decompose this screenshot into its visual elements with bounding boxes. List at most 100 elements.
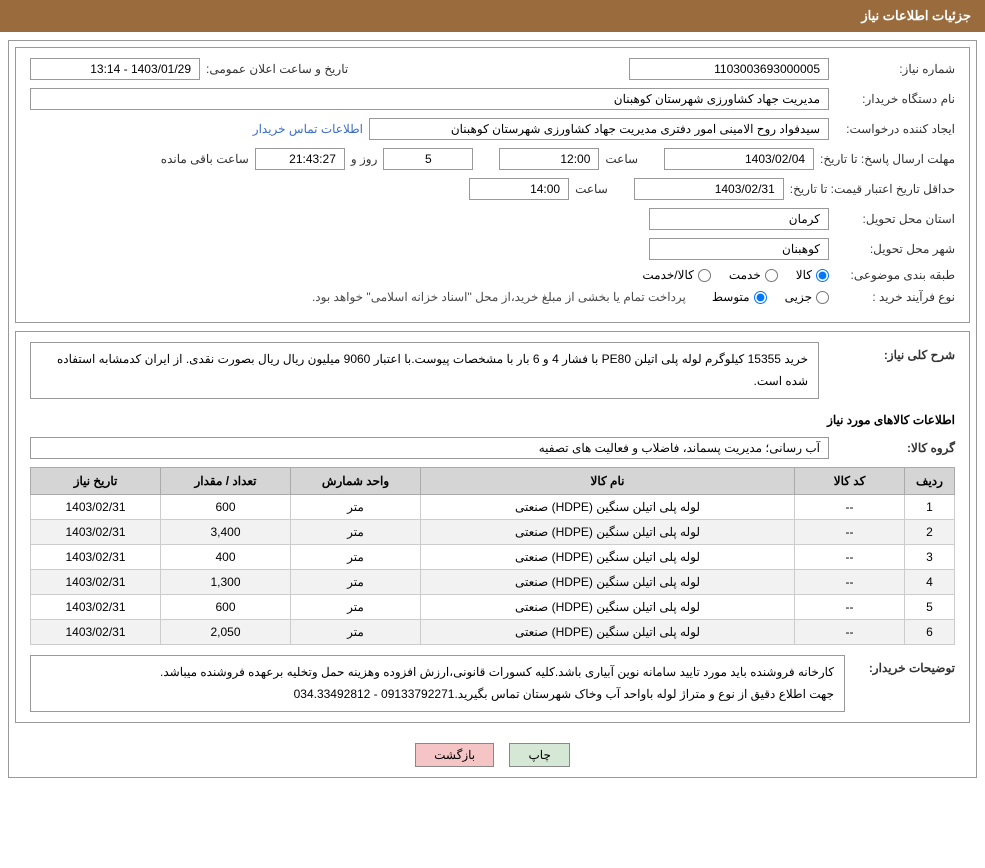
cell-name: لوله پلی اتیلن سنگین (HDPE) صنعتی: [421, 570, 795, 595]
button-row: چاپ بازگشت: [15, 731, 970, 771]
cell-name: لوله پلی اتیلن سنگین (HDPE) صنعتی: [421, 495, 795, 520]
cell-unit: متر: [291, 520, 421, 545]
cell-code: --: [795, 620, 905, 645]
row-buyer-org: نام دستگاه خریدار: مدیریت جهاد کشاورزی ش…: [30, 88, 955, 110]
cell-date: 1403/02/31: [31, 545, 161, 570]
comments-value: کارخانه فروشنده باید مورد تایید سامانه ن…: [30, 655, 845, 712]
cell-name: لوله پلی اتیلن سنگین (HDPE) صنعتی: [421, 620, 795, 645]
cell-qty: 400: [161, 545, 291, 570]
radio-both-input[interactable]: [698, 269, 711, 282]
cell-qty: 3,400: [161, 520, 291, 545]
buyer-org-label: نام دستگاه خریدار:: [835, 92, 955, 106]
need-no-label: شماره نیاز:: [835, 62, 955, 76]
category-radios: کالا خدمت کالا/خدمت: [642, 268, 829, 282]
header-title: جزئیات اطلاعات نیاز: [861, 8, 971, 23]
group-value: آب رسانی؛ مدیریت پسماند، فاضلاب و فعالیت…: [30, 437, 829, 459]
cell-n: 5: [905, 595, 955, 620]
validity-time-label: ساعت: [575, 182, 608, 196]
row-city: شهر محل تحویل: کوهبنان: [30, 238, 955, 260]
cell-date: 1403/02/31: [31, 595, 161, 620]
announce-label: تاریخ و ساعت اعلان عمومی:: [206, 62, 348, 76]
cell-code: --: [795, 520, 905, 545]
validity-label: حداقل تاریخ اعتبار قیمت: تا تاریخ:: [790, 182, 955, 196]
need-no-value: 1103003693000005: [629, 58, 829, 80]
requester-label: ایجاد کننده درخواست:: [835, 122, 955, 136]
cell-code: --: [795, 595, 905, 620]
need-panel: شرح کلی نیاز: خرید 15355 کیلوگرم لوله پل…: [15, 331, 970, 723]
validity-time: 14:00: [469, 178, 569, 200]
radio-partial[interactable]: جزیی: [785, 290, 829, 304]
row-province: استان محل تحویل: کرمان: [30, 208, 955, 230]
purchase-radios: جزیی متوسط: [712, 290, 829, 304]
table-row: 1--لوله پلی اتیلن سنگین (HDPE) صنعتیمتر6…: [31, 495, 955, 520]
cell-date: 1403/02/31: [31, 520, 161, 545]
cell-unit: متر: [291, 495, 421, 520]
row-desc: شرح کلی نیاز: خرید 15355 کیلوگرم لوله پل…: [30, 342, 955, 399]
row-category: طبقه بندی موضوعی: کالا خدمت کالا/خدمت: [30, 268, 955, 282]
contact-link[interactable]: اطلاعات تماس خریدار: [253, 122, 363, 136]
items-table: ردیف کد کالا نام کالا واحد شمارش تعداد /…: [30, 467, 955, 645]
cell-qty: 2,050: [161, 620, 291, 645]
desc-label: شرح کلی نیاز:: [835, 342, 955, 362]
radio-medium-label: متوسط: [712, 290, 750, 304]
cell-n: 1: [905, 495, 955, 520]
radio-both[interactable]: کالا/خدمت: [642, 268, 710, 282]
requester-value: سیدفواد روح الامینی امور دفتری مدیریت جه…: [369, 118, 829, 140]
cell-qty: 600: [161, 495, 291, 520]
deadline-time-label: ساعت: [605, 152, 638, 166]
outer-container: شماره نیاز: 1103003693000005 تاریخ و ساع…: [8, 40, 977, 778]
province-label: استان محل تحویل:: [835, 212, 955, 226]
cell-n: 6: [905, 620, 955, 645]
radio-goods-label: کالا: [796, 268, 812, 282]
radio-medium-input[interactable]: [754, 291, 767, 304]
comments-label: توضیحات خریدار:: [855, 655, 955, 675]
deadline-date: 1403/02/04: [664, 148, 814, 170]
table-row: 3--لوله پلی اتیلن سنگین (HDPE) صنعتیمتر4…: [31, 545, 955, 570]
radio-both-label: کالا/خدمت: [642, 268, 693, 282]
th-date: تاریخ نیاز: [31, 468, 161, 495]
cell-name: لوله پلی اتیلن سنگین (HDPE) صنعتی: [421, 520, 795, 545]
purchase-note: پرداخت تمام یا بخشی از مبلغ خرید،از محل …: [312, 290, 686, 304]
cell-qty: 600: [161, 595, 291, 620]
radio-goods[interactable]: کالا: [796, 268, 829, 282]
th-name: نام کالا: [421, 468, 795, 495]
table-row: 5--لوله پلی اتیلن سنگین (HDPE) صنعتیمتر6…: [31, 595, 955, 620]
row-purchase-type: نوع فرآیند خرید : جزیی متوسط پرداخت تمام…: [30, 290, 955, 304]
th-row: ردیف: [905, 468, 955, 495]
cell-n: 4: [905, 570, 955, 595]
row-need-no: شماره نیاز: 1103003693000005 تاریخ و ساع…: [30, 58, 955, 80]
radio-service-label: خدمت: [729, 268, 761, 282]
panel-header: جزئیات اطلاعات نیاز: [0, 0, 985, 32]
print-button[interactable]: چاپ: [509, 743, 569, 767]
province-value: کرمان: [649, 208, 829, 230]
cell-date: 1403/02/31: [31, 620, 161, 645]
th-qty: تعداد / مقدار: [161, 468, 291, 495]
items-title: اطلاعات کالاهای مورد نیاز: [30, 413, 955, 427]
radio-partial-input[interactable]: [816, 291, 829, 304]
cell-date: 1403/02/31: [31, 570, 161, 595]
cell-code: --: [795, 570, 905, 595]
cell-name: لوله پلی اتیلن سنگین (HDPE) صنعتی: [421, 595, 795, 620]
cell-date: 1403/02/31: [31, 495, 161, 520]
row-requester: ایجاد کننده درخواست: سیدفواد روح الامینی…: [30, 118, 955, 140]
radio-medium[interactable]: متوسط: [712, 290, 767, 304]
info-panel: شماره نیاز: 1103003693000005 تاریخ و ساع…: [15, 47, 970, 323]
cell-qty: 1,300: [161, 570, 291, 595]
announce-value: 1403/01/29 - 13:14: [30, 58, 200, 80]
deadline-label: مهلت ارسال پاسخ: تا تاریخ:: [820, 152, 955, 166]
cell-n: 3: [905, 545, 955, 570]
cell-unit: متر: [291, 595, 421, 620]
cell-unit: متر: [291, 545, 421, 570]
buyer-org-value: مدیریت جهاد کشاورزی شهرستان کوهبنان: [30, 88, 829, 110]
row-deadline: مهلت ارسال پاسخ: تا تاریخ: 1403/02/04 سا…: [30, 148, 955, 170]
radio-service[interactable]: خدمت: [729, 268, 778, 282]
countdown: 21:43:27: [255, 148, 345, 170]
table-row: 4--لوله پلی اتیلن سنگین (HDPE) صنعتیمتر1…: [31, 570, 955, 595]
days-value: 5: [383, 148, 473, 170]
back-button[interactable]: بازگشت: [415, 743, 494, 767]
radio-service-input[interactable]: [765, 269, 778, 282]
radio-goods-input[interactable]: [816, 269, 829, 282]
group-label: گروه کالا:: [835, 441, 955, 455]
th-code: کد کالا: [795, 468, 905, 495]
desc-value: خرید 15355 کیلوگرم لوله پلی اتیلن PE80 ب…: [30, 342, 819, 399]
